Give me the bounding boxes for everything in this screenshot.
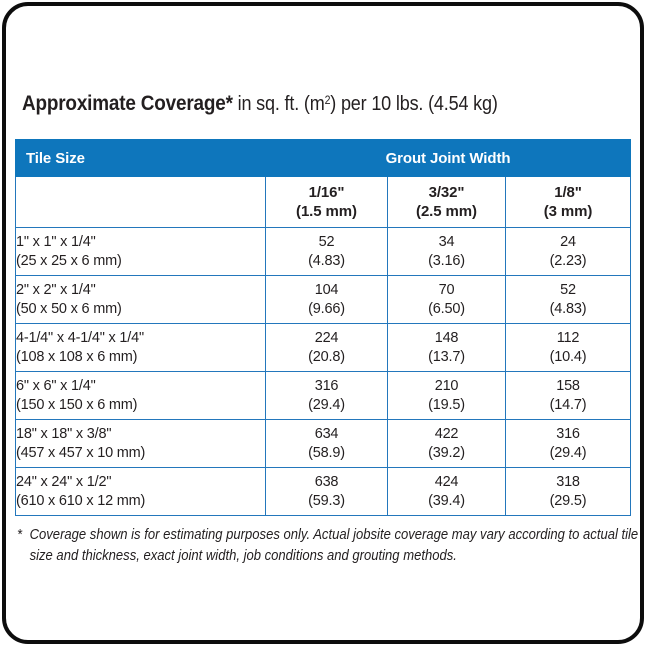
coverage-cell: 634 (58.9) bbox=[265, 419, 388, 468]
squared-superscript: 2 bbox=[324, 93, 331, 107]
coverage-cell: 52 (4.83) bbox=[265, 227, 388, 276]
title-heading: Approximate Coverage* bbox=[22, 91, 233, 115]
coverage-cell: 52 (4.83) bbox=[505, 275, 631, 324]
coverage-cell: 424 (39.4) bbox=[387, 467, 506, 516]
col-header-tile-size: Tile Size bbox=[15, 139, 266, 177]
table-row: 1" x 1" x 1/4" (25 x 25 x 6 mm) 52 (4.83… bbox=[15, 227, 631, 276]
coverage-cell: 24 (2.23) bbox=[505, 227, 631, 276]
table-subheader-row: 1/16" (1.5 mm) 3/32" (2.5 mm) 1/8" (3 mm… bbox=[15, 176, 631, 228]
table-header-row: Tile Size Grout Joint Width bbox=[15, 139, 631, 177]
footnote-line-1: Coverage shown is for estimating purpose… bbox=[29, 527, 639, 543]
tile-size-cell: 2" x 2" x 1/4" (50 x 50 x 6 mm) bbox=[15, 275, 266, 324]
page-title: Approximate Coverage* in sq. ft. (m2) pe… bbox=[22, 88, 571, 118]
coverage-cell: 422 (39.2) bbox=[387, 419, 506, 468]
coverage-cell: 638 (59.3) bbox=[265, 467, 388, 516]
coverage-cell: 316 (29.4) bbox=[265, 371, 388, 420]
footnote-asterisk: * bbox=[17, 527, 23, 543]
footnote-line-2: size and thickness, exact joint width, j… bbox=[29, 548, 457, 564]
table-row: 18" x 18" x 3/8" (457 x 457 x 10 mm) 634… bbox=[15, 419, 631, 468]
tile-size-cell: 24" x 24" x 1/2" (610 x 610 x 12 mm) bbox=[15, 467, 266, 516]
coverage-cell: 316 (29.4) bbox=[505, 419, 631, 468]
tile-size-cell: 6" x 6" x 1/4" (150 x 150 x 6 mm) bbox=[15, 371, 266, 420]
title-units: in sq. ft. (m2) per 10 lbs. (4.54 kg) bbox=[232, 92, 498, 115]
subheader-1-8: 1/8" (3 mm) bbox=[505, 176, 631, 228]
tile-size-cell: 1" x 1" x 1/4" (25 x 25 x 6 mm) bbox=[15, 227, 266, 276]
col-header-grout-joint-width: Grout Joint Width bbox=[265, 139, 631, 177]
table-row: 4-1/4" x 4-1/4" x 1/4" (108 x 108 x 6 mm… bbox=[15, 323, 631, 372]
subheader-empty-cell bbox=[15, 176, 266, 228]
coverage-cell: 34 (3.16) bbox=[387, 227, 506, 276]
coverage-cell: 224 (20.8) bbox=[265, 323, 388, 372]
coverage-cell: 158 (14.7) bbox=[505, 371, 631, 420]
tile-size-cell: 18" x 18" x 3/8" (457 x 457 x 10 mm) bbox=[15, 419, 266, 468]
tile-size-cell: 4-1/4" x 4-1/4" x 1/4" (108 x 108 x 6 mm… bbox=[15, 323, 266, 372]
coverage-cell: 148 (13.7) bbox=[387, 323, 506, 372]
subheader-1-16: 1/16" (1.5 mm) bbox=[265, 176, 388, 228]
coverage-cell: 112 (10.4) bbox=[505, 323, 631, 372]
coverage-cell: 70 (6.50) bbox=[387, 275, 506, 324]
coverage-cell: 210 (19.5) bbox=[387, 371, 506, 420]
table-row: 2" x 2" x 1/4" (50 x 50 x 6 mm) 104 (9.6… bbox=[15, 275, 631, 324]
coverage-cell: 104 (9.66) bbox=[265, 275, 388, 324]
footnote-text: Coverage shown is for estimating purpose… bbox=[30, 525, 639, 567]
table-row: 6" x 6" x 1/4" (150 x 150 x 6 mm) 316 (2… bbox=[15, 371, 631, 420]
table-row: 24" x 24" x 1/2" (610 x 610 x 12 mm) 638… bbox=[15, 467, 631, 516]
coverage-table: Tile Size Grout Joint Width 1/16" (1.5 m… bbox=[15, 139, 631, 516]
coverage-cell: 318 (29.5) bbox=[505, 467, 631, 516]
subheader-3-32: 3/32" (2.5 mm) bbox=[387, 176, 506, 228]
footnote: * Coverage shown is for estimating purpo… bbox=[17, 525, 638, 567]
